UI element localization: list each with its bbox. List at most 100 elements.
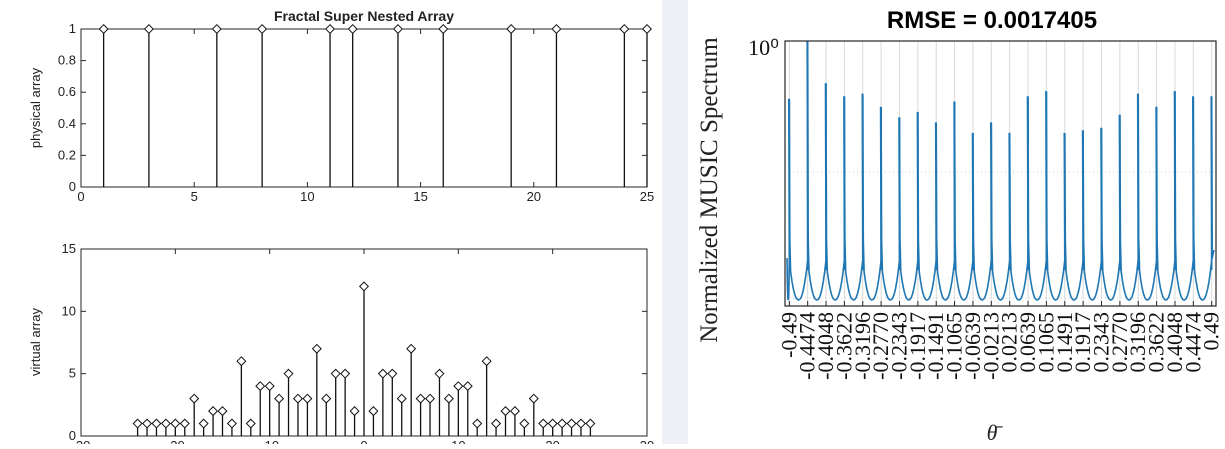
spectrum-xtick-label: 0.0639 xyxy=(1015,312,1040,373)
physical-xtick-label: 0 xyxy=(77,189,84,204)
virtual-marker xyxy=(132,418,143,429)
top-plot-title: Fractal Super Nested Array xyxy=(274,8,454,24)
physical-axes-box xyxy=(80,28,648,188)
virtual-marker xyxy=(321,393,332,404)
spectrum-xtick-label: 0.2770 xyxy=(1107,312,1132,373)
virtual-marker xyxy=(538,418,549,429)
virtual-marker xyxy=(453,381,464,392)
spectrum-xtick-label: -0.1491 xyxy=(923,312,948,380)
virtual-ytick-label: 0 xyxy=(69,428,76,443)
virtual-marker xyxy=(170,418,181,429)
virtual-marker xyxy=(387,368,398,379)
physical-marker xyxy=(641,23,653,35)
virtual-marker xyxy=(519,418,530,429)
spectrum-xtick-label: -0.2343 xyxy=(887,312,912,380)
virtual-marker xyxy=(264,381,275,392)
virtual-ytick-label: 5 xyxy=(69,366,76,381)
physical-xtick-label: 15 xyxy=(413,189,427,204)
spectrum-line xyxy=(786,41,1215,301)
virtual-marker xyxy=(472,418,483,429)
virtual-ytick-label: 15 xyxy=(62,241,76,256)
virtual-marker xyxy=(302,393,313,404)
virtual-marker xyxy=(151,418,162,429)
virtual-marker xyxy=(585,418,596,429)
virtual-marker xyxy=(283,368,294,379)
left-figure: Fractal Super Nested Array physical arra… xyxy=(28,8,655,449)
physical-marker xyxy=(98,23,109,35)
bottom-plot-ylabel: virtual array xyxy=(28,308,43,376)
virtual-marker xyxy=(434,368,445,379)
spectrum-xtick-label: 0.1491 xyxy=(1052,312,1077,373)
panel-separator xyxy=(662,0,688,444)
virtual-marker xyxy=(557,418,568,429)
physical-marker xyxy=(438,23,449,35)
virtual-marker xyxy=(255,381,266,392)
physical-ytick-label: 0 xyxy=(69,179,76,194)
top-plot-ylabel: physical array xyxy=(28,67,43,148)
virtual-marker xyxy=(217,406,228,417)
virtual-ytick-label: 10 xyxy=(62,303,76,318)
virtual-marker xyxy=(274,393,285,404)
virtual-marker xyxy=(509,406,520,417)
spectrum-xtick-label: 0.2343 xyxy=(1088,312,1113,373)
virtual-marker xyxy=(142,418,153,429)
virtual-marker xyxy=(500,406,511,417)
physical-marker xyxy=(551,23,562,35)
spectrum-xtick-label: -0.1065 xyxy=(942,312,967,380)
virtual-marker xyxy=(330,368,341,379)
virtual-marker xyxy=(311,343,322,354)
physical-ytick-label: 0.8 xyxy=(58,53,76,68)
spectrum-xtick-label: 0.4048 xyxy=(1162,312,1187,373)
physical-ytick-label: 1 xyxy=(69,21,76,36)
physical-marker xyxy=(392,23,403,35)
virtual-marker xyxy=(462,381,473,392)
spectrum-xtick-label: -0.2770 xyxy=(868,312,893,380)
physical-marker xyxy=(257,23,268,35)
physical-marker xyxy=(325,23,336,35)
virtual-marker xyxy=(528,393,539,404)
spectrum-xtick-label: 0.3622 xyxy=(1144,312,1169,373)
spectrum-title: RMSE = 0.0017405 xyxy=(887,7,1097,34)
spectrum-xtick-label: -0.3622 xyxy=(831,312,856,380)
spectrum-xtick-label: -0.1917 xyxy=(905,312,930,380)
virtual-marker xyxy=(292,393,303,404)
virtual-marker xyxy=(189,393,200,404)
array-stem-plots: Fractal Super Nested Array physical arra… xyxy=(28,8,654,449)
virtual-xtick-label: 30 xyxy=(640,438,654,444)
virtual-marker xyxy=(443,393,454,404)
physical-marker xyxy=(211,23,222,35)
virtual-marker xyxy=(236,356,247,367)
virtual-marker xyxy=(245,418,256,429)
virtual-marker xyxy=(160,418,171,429)
virtual-marker xyxy=(566,418,577,429)
physical-array-plot: Fractal Super Nested Array physical arra… xyxy=(28,8,654,204)
virtual-marker xyxy=(575,418,586,429)
spectrum-xtick-label: -0.0639 xyxy=(960,312,985,380)
spectrum-xtick-label: 0.1917 xyxy=(1070,312,1095,373)
physical-ytick-label: 0.4 xyxy=(58,116,76,131)
spectrum-xtick-label: 0.1065 xyxy=(1033,312,1058,373)
spectrum-axes-box xyxy=(784,40,1217,307)
spectrum-xtick-label: 0.0213 xyxy=(997,312,1022,373)
virtual-marker xyxy=(396,393,407,404)
physical-marker xyxy=(347,23,358,35)
virtual-marker xyxy=(226,418,237,429)
physical-xtick-label: 20 xyxy=(527,189,541,204)
virtual-marker xyxy=(377,368,388,379)
physical-marker xyxy=(619,23,630,35)
spectrum-xtick-label: 0.3196 xyxy=(1125,312,1150,373)
physical-marker xyxy=(143,23,154,35)
spectrum-xtick-label: -0.4048 xyxy=(813,312,838,380)
virtual-marker xyxy=(368,406,379,417)
physical-xtick-label: 10 xyxy=(300,189,314,204)
music-spectrum-plot: RMSE = 0.0017405 Normalized MUSIC Spectr… xyxy=(696,7,1224,445)
spectrum-ylabel: Normalized MUSIC Spectrum xyxy=(696,37,723,343)
virtual-marker xyxy=(481,356,492,367)
virtual-marker xyxy=(179,418,190,429)
virtual-marker xyxy=(198,418,209,429)
virtual-marker xyxy=(208,406,219,417)
virtual-marker xyxy=(340,368,351,379)
virtual-xtick-label: 20 xyxy=(545,438,559,444)
physical-xtick-label: 5 xyxy=(191,189,198,204)
physical-ytick-label: 0.6 xyxy=(58,84,76,99)
